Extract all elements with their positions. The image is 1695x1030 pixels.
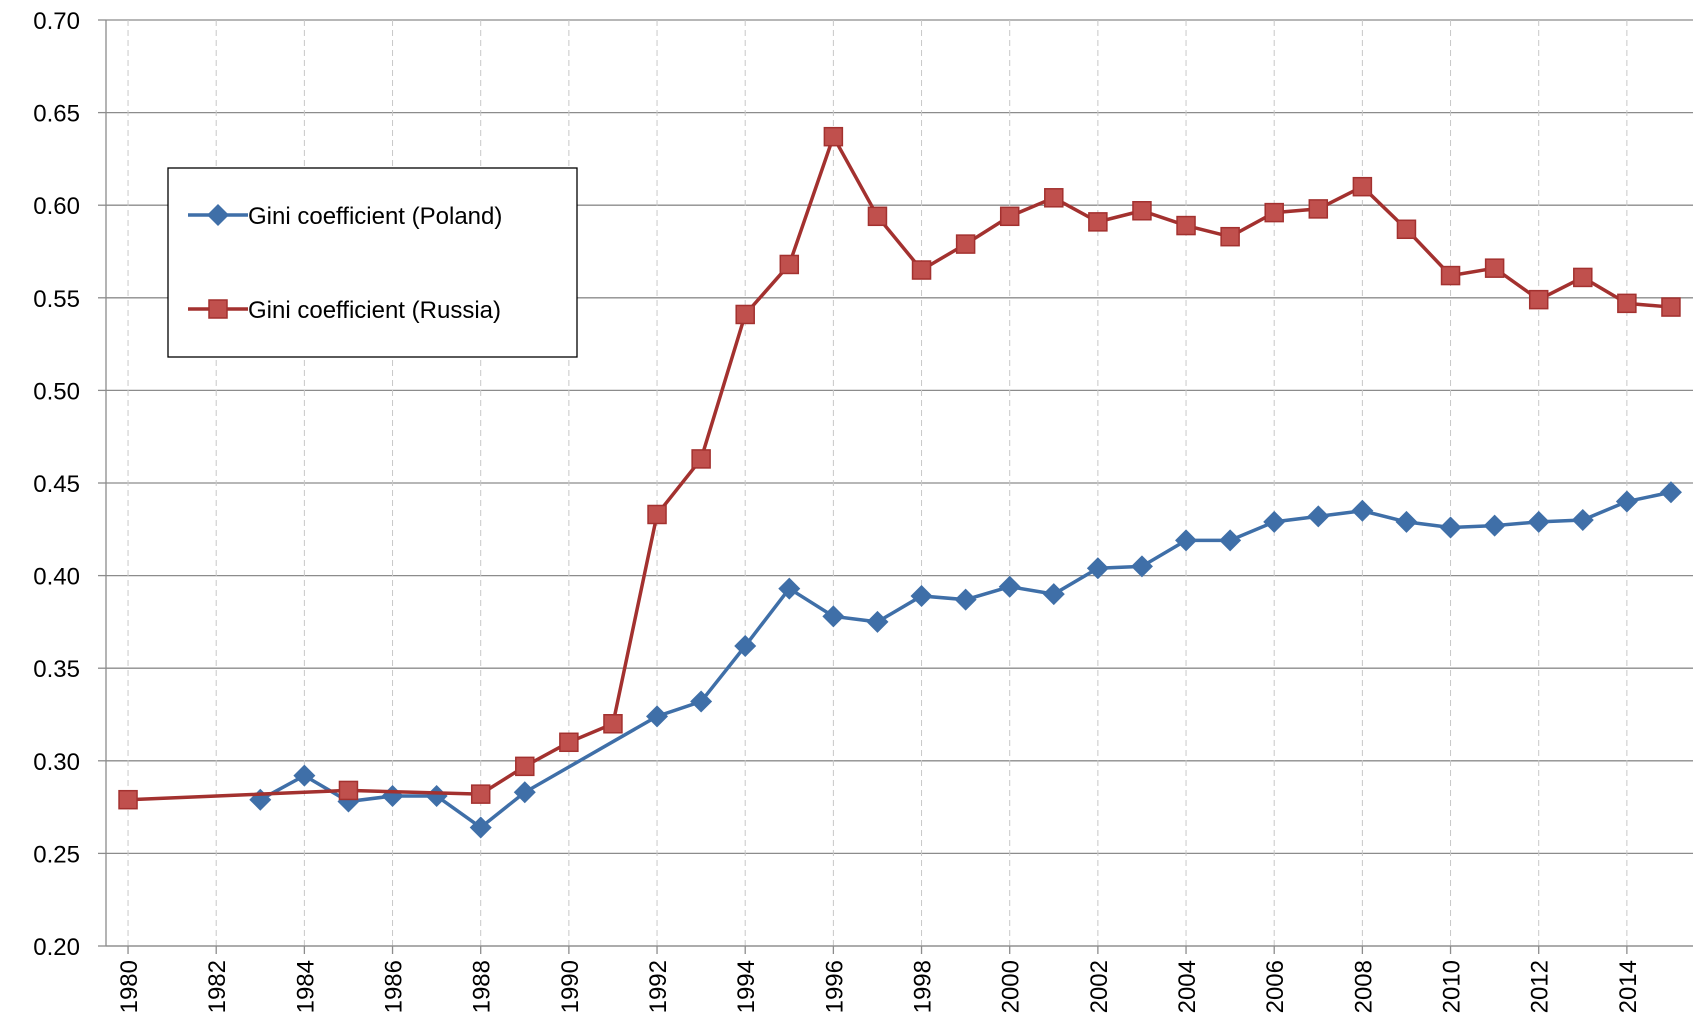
marker [1307,505,1330,528]
y-tick-label: 0.50 [33,378,80,405]
marker [381,784,404,807]
marker [646,705,669,728]
marker [1483,514,1506,537]
marker [691,449,711,469]
marker [1439,516,1462,539]
marker [1130,555,1153,578]
marker [1219,529,1242,552]
marker [690,690,713,713]
marker [603,714,623,734]
marker [822,605,845,628]
x-tick-label: 1982 [204,960,231,1013]
x-tick-label: 1996 [821,960,848,1013]
marker [910,584,933,607]
marker [1264,202,1284,223]
marker [515,756,535,777]
marker [999,206,1020,227]
marker [1395,510,1418,533]
marker [1308,199,1329,219]
y-tick-label: 0.65 [33,101,80,128]
x-tick-label: 1988 [469,960,496,1013]
legend: Gini coefficient (Poland) Gini coefficien… [167,167,578,358]
x-tick-label: 1986 [381,960,408,1013]
marker [1086,557,1109,580]
x-tick-label: 1992 [645,960,672,1013]
marker [647,504,667,525]
x-tick-label: 1984 [292,960,319,1013]
marker [1176,215,1196,236]
x-tick-label: 2004 [1174,960,1201,1013]
legend-marker [207,204,229,226]
marker [1044,188,1064,208]
marker [1088,212,1108,232]
marker [1615,490,1638,513]
marker [1132,201,1152,221]
marker [1352,176,1373,197]
marker [118,789,138,810]
marker [955,234,976,254]
x-tick-label: 2014 [1615,960,1642,1013]
marker [1661,297,1681,317]
y-tick-label: 0.60 [33,193,80,220]
marker [469,816,492,839]
marker [1528,289,1549,310]
legend-marker [208,299,228,319]
y-tick-label: 0.45 [33,471,80,498]
marker [559,732,579,753]
legend-label: Gini coefficient (Russia) [248,297,501,324]
x-tick-label: 2012 [1527,960,1554,1013]
marker [1617,293,1637,314]
marker [1571,509,1594,532]
x-tick-label: 2010 [1439,960,1466,1013]
y-tick-label: 0.70 [33,8,80,35]
marker [338,780,359,801]
marker [1396,219,1417,240]
marker [1573,267,1593,288]
marker [779,254,800,275]
marker [778,577,801,600]
x-tick-label: 2002 [1086,960,1113,1013]
x-tick-label: 1994 [733,960,760,1013]
legend-label: Gini coefficient (Poland) [248,203,502,230]
marker [954,588,977,611]
marker [1220,226,1240,247]
marker [249,788,272,811]
x-tick-label: 1998 [910,960,937,1013]
x-tick-label: 1990 [557,960,584,1013]
marker [998,575,1021,598]
x-tick-label: 1980 [116,960,143,1013]
legend-box [167,167,578,358]
y-tick-label: 0.55 [33,286,80,313]
marker [734,634,757,657]
marker [866,610,889,633]
series-line [259,490,1672,830]
marker [1175,529,1198,552]
x-tick-label: 2000 [998,960,1025,1013]
y-tick-label: 0.30 [33,749,80,776]
marker [1351,499,1374,522]
marker [1440,265,1461,286]
marker [1042,583,1065,606]
x-tick-label: 2006 [1262,960,1289,1013]
marker [513,781,536,804]
marker [1659,481,1682,504]
marker [867,206,888,227]
y-tick-label: 0.35 [33,656,80,683]
marker [425,784,448,807]
y-tick-label: 0.40 [33,564,80,591]
marker [735,304,755,325]
marker [1527,510,1550,533]
y-tick-label: 0.25 [33,841,80,868]
marker [1484,258,1505,278]
marker [911,260,932,280]
marker [1263,510,1286,533]
y-tick-label: 0.20 [33,934,80,961]
marker [823,126,844,147]
x-tick-label: 2008 [1350,960,1377,1013]
marker [470,784,491,804]
marker [293,764,316,787]
